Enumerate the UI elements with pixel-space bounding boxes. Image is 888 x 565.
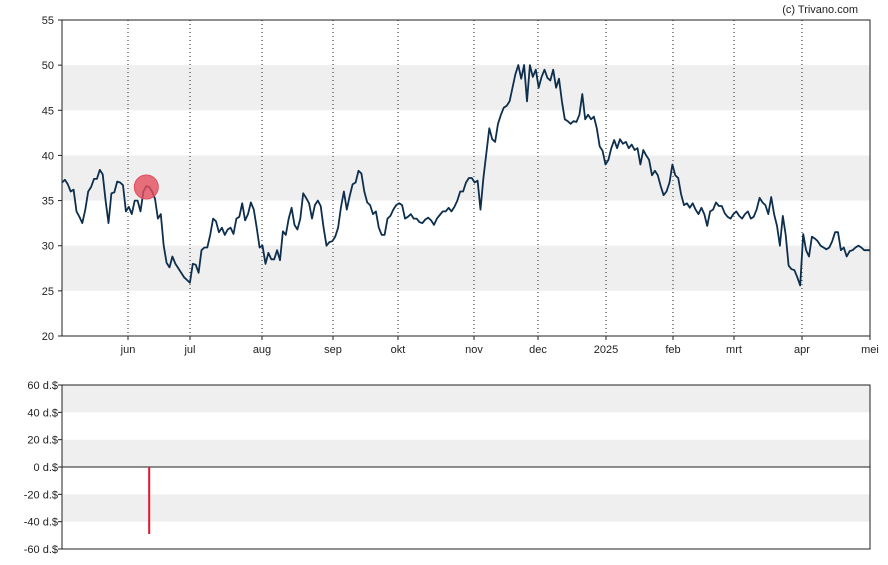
price-plot-frame [61, 19, 871, 337]
x-tick-label: aug [253, 344, 271, 356]
x-tick-label: 2025 [594, 344, 618, 356]
x-tick-label: jun [120, 344, 136, 356]
dividend-y-tick-label: 0 d.$ [34, 462, 58, 474]
y-tick-label: 45 [42, 105, 54, 117]
credit-text: (c) Trivano.com [782, 4, 858, 16]
dividend-y-tick-label: 40 d.$ [27, 407, 58, 419]
band-2 [62, 245, 870, 291]
dividend-y-tick-label: 60 d.$ [27, 380, 58, 392]
dividend-y-tick-label: 20 d.$ [27, 435, 58, 447]
highlight-marker [133, 174, 159, 200]
dividend-band-0 [62, 385, 870, 413]
dividend-y-tick-label: -60 d.$ [24, 544, 58, 556]
dividend-chart: 60 d.$ 40 d.$ 20 d.$ 0 d.$ -20 d.$ -40 d.$ -60… [24, 380, 871, 556]
dividend-y-tick-label: -20 d.$ [24, 489, 58, 501]
y-tick-label: 50 [42, 60, 54, 72]
x-tick-label: nov [465, 344, 483, 356]
x-tick-label: feb [665, 344, 680, 356]
band-0 [62, 65, 870, 111]
y-tick-label: 20 [42, 331, 54, 343]
band-1 [62, 155, 870, 201]
x-tick-label: mrt [726, 344, 742, 356]
dividend-y-tick-label: -40 d.$ [24, 517, 58, 529]
x-tick-label: apr [794, 344, 810, 356]
x-tick-label: jul [183, 344, 195, 356]
x-tick-label: mei [861, 344, 879, 356]
y-tick-label: 35 [42, 196, 54, 208]
dividend-band-2 [62, 494, 870, 522]
y-tick-label: 55 [42, 15, 54, 27]
x-tick-label: sep [324, 344, 342, 356]
y-tick-label: 40 [42, 150, 54, 162]
dividend-band-1 [62, 439, 870, 467]
x-tick-label: dec [529, 344, 547, 356]
y-tick-label: 30 [42, 241, 54, 253]
x-tick-label: okt [391, 344, 406, 356]
y-tick-label: 25 [42, 286, 54, 298]
price-series-line [61, 64, 870, 287]
